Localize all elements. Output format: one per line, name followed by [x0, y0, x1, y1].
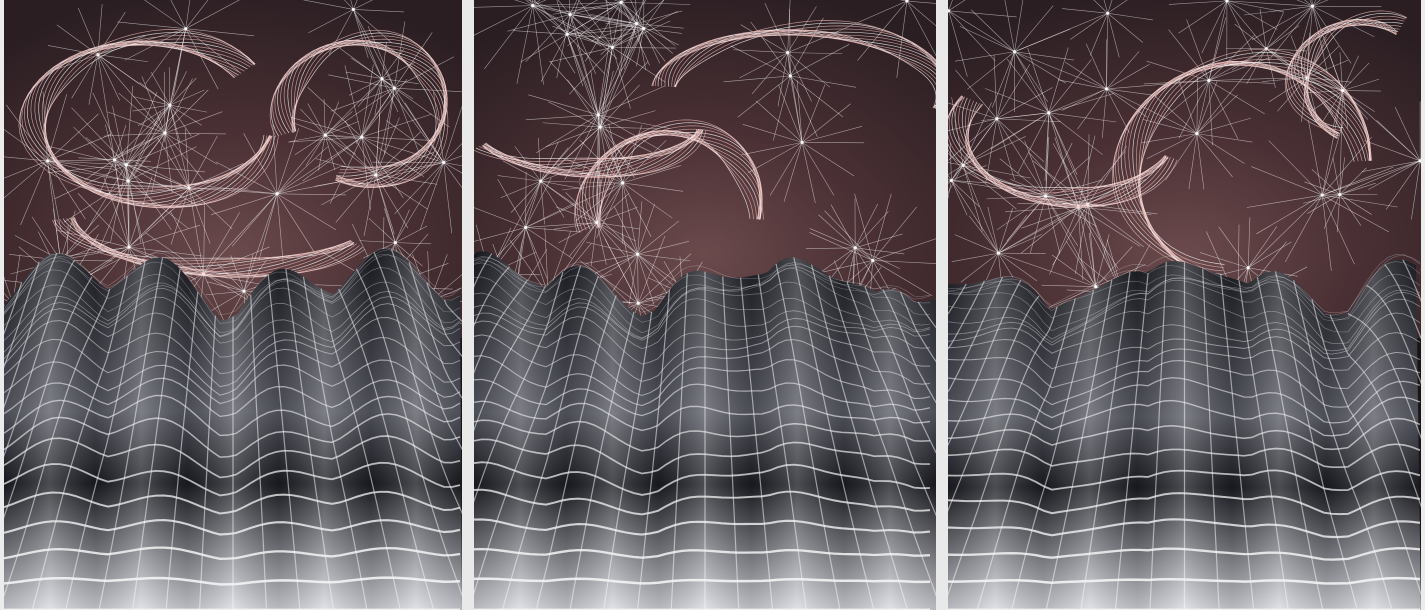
- panel-right: [948, 0, 1421, 610]
- panel-canvas: [4, 0, 462, 610]
- terrain-grid: [4, 247, 462, 610]
- panel-divider-right: [936, 0, 948, 610]
- star-mesh: [948, 0, 1421, 380]
- wireframe-ribbons: [948, 10, 1407, 283]
- panel-canvas: [474, 0, 936, 610]
- panel-left: [4, 0, 462, 610]
- terrain-grid: [474, 253, 936, 610]
- panel-divider-left: [462, 0, 474, 610]
- panel-center: [474, 0, 936, 610]
- wireframe-ribbons: [474, 20, 936, 233]
- panel-canvas: [948, 0, 1421, 610]
- wireframe-ribbons: [18, 29, 449, 278]
- terrain-grid: [948, 254, 1421, 610]
